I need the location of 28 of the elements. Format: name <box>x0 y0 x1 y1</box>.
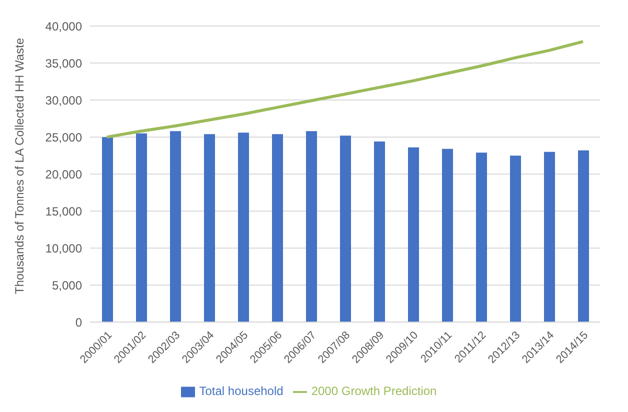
bar <box>476 152 487 322</box>
line-series <box>106 40 584 139</box>
y-tick-label: 20,000 <box>45 167 82 182</box>
y-axis-title: Thousands of Tonnes of LA Collected HH Waste <box>12 38 26 294</box>
y-tick-label: 30,000 <box>45 93 82 108</box>
y-tick-label: 35,000 <box>45 56 82 70</box>
bar <box>408 147 419 322</box>
bar <box>340 136 351 322</box>
y-tick-label: 40,000 <box>45 19 82 34</box>
y-tick-label: 5,000 <box>52 278 82 292</box>
bar <box>102 137 113 322</box>
bar <box>442 148 453 322</box>
bar <box>136 133 147 322</box>
bar <box>204 134 215 322</box>
bar <box>272 134 283 322</box>
bar <box>170 131 181 322</box>
y-tick-label: 0 <box>75 315 82 330</box>
y-tick-label: 15,000 <box>45 204 82 218</box>
bar <box>578 150 589 322</box>
bar <box>238 132 249 322</box>
bar <box>306 131 317 322</box>
legend-label: 2000 Growth Prediction <box>311 384 437 398</box>
bar <box>374 142 385 322</box>
bar <box>510 156 521 322</box>
legend-label: Total household <box>199 384 284 398</box>
y-tick-label: 25,000 <box>45 130 82 144</box>
y-tick-label: 10,000 <box>45 241 82 256</box>
bar <box>544 152 555 322</box>
